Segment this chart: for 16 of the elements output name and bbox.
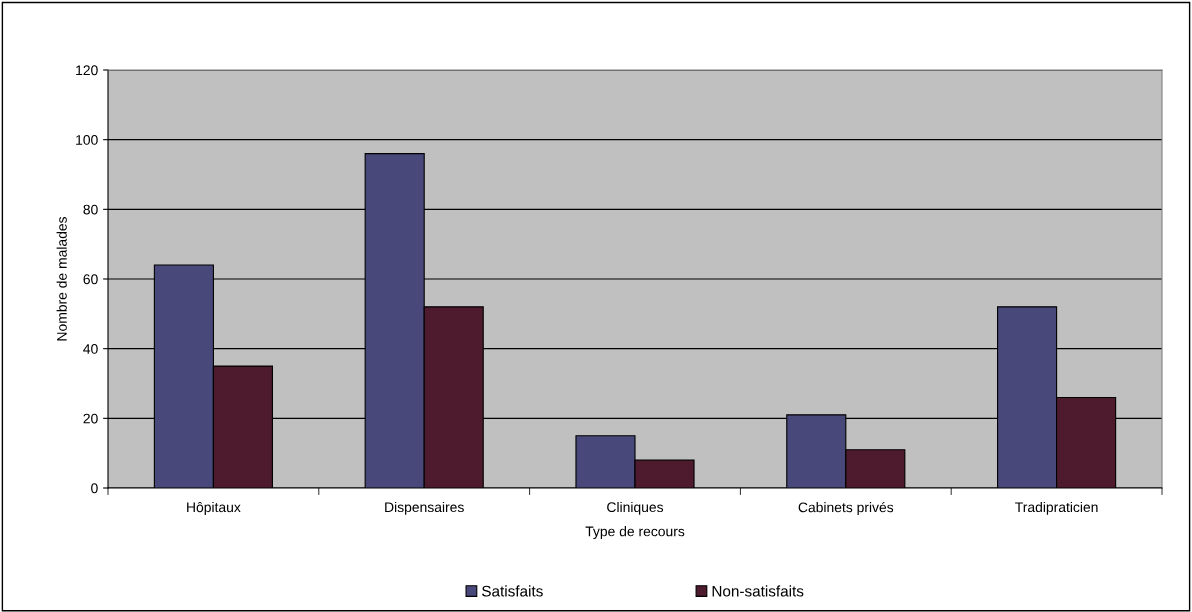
y-tick-label: 60 [83,274,98,285]
legend-label: Non-satisfaits [712,585,804,597]
x-tick-label: Cabinets privés [798,501,894,515]
y-tick-label: 120 [76,65,98,76]
x-tick-label: Dispensaires [385,501,464,515]
y-tick-label: 100 [76,135,98,145]
legend-label: Satisfaits [482,585,543,597]
y-tick-label: 40 [83,344,98,354]
x-tick-label: Tradipraticien [1015,501,1098,515]
y-tick-label: 0 [91,483,98,494]
y-tick-label: 20 [83,413,98,424]
x-axis-title: Type de recours [585,526,685,540]
y-tick-label: 80 [83,204,98,215]
y-axis-title: Nombre de malades [56,216,67,341]
x-tick-label: Hôpitaux [187,501,241,515]
x-tick-label: Cliniques [607,501,664,515]
